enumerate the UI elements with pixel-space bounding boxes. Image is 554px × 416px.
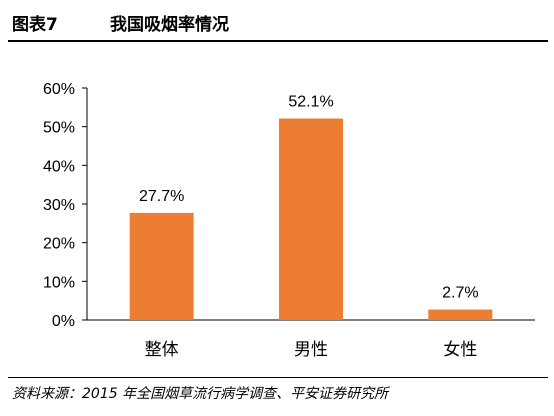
y-tick-label: 60%	[43, 81, 75, 98]
figure-header: 图表7 我国吸烟率情况	[0, 0, 554, 40]
data-label: 52.1%	[288, 94, 333, 111]
top-rule	[8, 40, 548, 42]
y-tick-label: 0%	[52, 313, 75, 330]
bottom-rule	[8, 377, 548, 378]
x-tick-label: 整体	[145, 340, 179, 360]
source-note: 资料来源：2015 年全国烟草流行病学调查、平安证券研究所	[12, 386, 389, 402]
chart-area: 0% 10% 20% 30% 40% 50% 60% 27.7% 整体 52.1% 男性 2.7% 女性	[0, 44, 554, 374]
y-tick-label: 10%	[43, 274, 75, 291]
x-tick-label: 女性	[443, 340, 477, 360]
figure-label: 图表7	[12, 15, 58, 35]
chart-title: 我国吸烟率情况	[110, 15, 229, 35]
y-tick-label: 30%	[43, 197, 75, 214]
bar	[279, 118, 343, 321]
y-tick-label: 40%	[43, 158, 75, 175]
x-tick-label: 男性	[294, 340, 328, 360]
bar-chart: 0% 10% 20% 30% 40% 50% 60% 27.7% 整体 52.1% 男性 2.7% 女性	[43, 81, 535, 360]
bar	[129, 212, 194, 320]
data-label: 27.7%	[139, 188, 184, 205]
y-tick-label: 50%	[43, 120, 75, 137]
data-label: 2.7%	[442, 285, 478, 302]
bar	[428, 309, 493, 320]
y-tick-label: 20%	[43, 236, 75, 253]
